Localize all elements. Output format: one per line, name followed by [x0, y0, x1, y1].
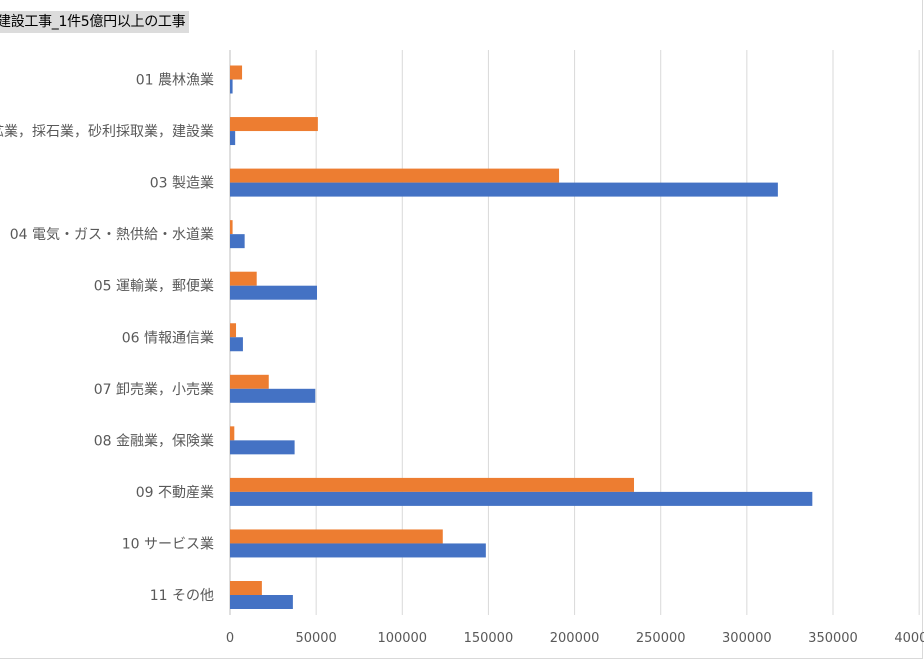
x-tick-label: 300000 [722, 631, 772, 646]
bar [230, 374, 269, 389]
bar [230, 182, 778, 197]
x-tick-label: 100000 [377, 631, 427, 646]
bar [230, 337, 243, 352]
bar [230, 491, 813, 506]
bar [230, 65, 243, 80]
bar [230, 271, 257, 286]
chart-title: 建設工事_1件5億円以上の工事 [0, 11, 190, 33]
category-label: 01 農林漁業 [136, 73, 214, 89]
bar [230, 131, 236, 146]
category-label: 04 電気・ガス・熱供給・水道業 [10, 227, 214, 243]
bar [230, 285, 318, 300]
x-tick-label: 0 [226, 631, 234, 646]
bar [230, 529, 443, 544]
x-tick-label: 350000 [808, 631, 858, 646]
category-label: 09 不動産業 [136, 485, 214, 501]
bar [230, 220, 233, 235]
category-labels: 01 農林漁業 02 鉱業，採石業，砂利採取業，建設業 03 製造業 04 電気・ガス… [0, 73, 214, 605]
bar [230, 79, 233, 94]
category-label: 03 製造業 [150, 176, 214, 192]
bar [230, 595, 293, 609]
bar [230, 234, 245, 249]
bar [230, 426, 235, 441]
category-label: 06 情報通信業 [122, 330, 214, 346]
bar [230, 117, 318, 132]
category-label: 07 卸売業，小売業 [94, 382, 214, 398]
bar [230, 388, 316, 403]
x-tick-label: 150000 [464, 631, 514, 646]
category-label: 08 金融業，保険業 [94, 433, 214, 449]
x-tick-label: 200000 [550, 631, 600, 646]
bars [230, 65, 813, 609]
category-label: 02 鉱業，採石業，砂利採取業，建設業 [0, 123, 214, 140]
x-tick-label: 50000 [295, 631, 336, 646]
bar [230, 543, 486, 558]
bar [230, 581, 262, 595]
x-tick-label: 400000 [894, 631, 924, 646]
bar [230, 477, 635, 492]
bar [230, 323, 237, 338]
category-label: 11 その他 [150, 588, 214, 604]
category-label: 05 運輸業，郵便業 [94, 279, 214, 295]
bar [230, 168, 560, 183]
bar [230, 440, 295, 455]
x-tick-labels: 0 50000 100000 150000 200000 250000 300000 3500… [226, 631, 924, 646]
category-label: 10 サービス業 [122, 536, 214, 552]
x-tick-label: 250000 [636, 631, 686, 646]
